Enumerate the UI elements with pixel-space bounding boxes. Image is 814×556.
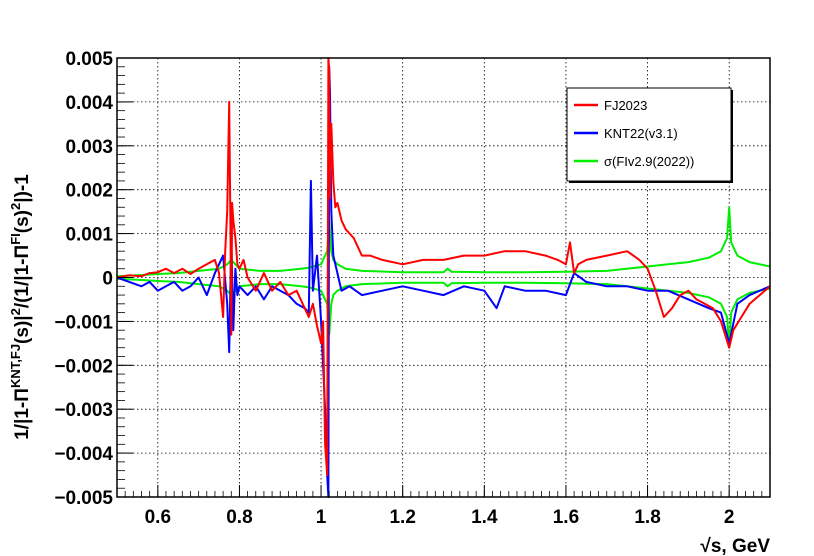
x-tick-label: 1.4 [471,507,498,528]
series-layer [116,57,771,498]
series-line-fj2023 [116,57,771,476]
y-tick-label: −0.002 [54,356,113,377]
y-tick-label: 0.005 [65,49,113,70]
x-tick-labels: 0.6 0.8 1 1.2 1.4 1.6 1.8 2 [145,507,735,528]
x-tick-label: 1.8 [634,507,660,528]
x-tick-label: 1.6 [553,507,579,528]
y-axis-title-part: /(1/|1-Π [12,245,33,308]
y-axis-title: 1/|1-ΠKNT,FJ(s)|2/(1/|1-ΠFI(s)2|)-1 [8,174,33,440]
y-tick-label: −0.001 [54,312,113,333]
y-tick-label: −0.004 [54,444,113,465]
y-tick-label: 0.004 [65,93,113,114]
series-line-knt22-v3-1 [116,65,771,498]
x-tick-label: 1.2 [389,507,415,528]
y-axis-title-part: 1/|1-Π [12,388,33,440]
legend-shadow [731,90,733,183]
y-axis-title-sup: FI [8,233,23,245]
y-tick-label: 0.003 [65,137,113,158]
y-tick-labels: −0.005 −0.004 −0.003 −0.002 −0.001 0 0.001 0.00… [54,49,113,509]
series-line-fiv2-9-2022 [116,206,771,278]
y-axis-title-sup: KNT,FJ [8,344,23,388]
y-tick-label: 0.002 [65,181,113,202]
legend-label-sigma-fi: σ(FIv2.9(2022)) [604,154,694,169]
y-axis-title-part: (s)| [12,315,33,344]
y-axis-title-part: |)-1 [12,174,33,203]
y-tick-label: −0.003 [54,400,113,421]
y-axis-title-part: (s) [12,210,33,233]
x-tick-label: 1 [316,507,327,528]
x-axis-title: √s, GeV [700,536,770,556]
legend-shadow [569,181,733,183]
y-axis-title-sup: 2 [8,203,23,210]
x-tick-label: 0.8 [226,507,252,528]
series-line-fiv2-9-2022-lower [116,277,771,349]
y-tick-label: 0 [102,269,113,290]
y-axis-title-sup: 2 [8,308,23,315]
axis-ticks [116,57,771,498]
y-tick-label: 0.001 [65,225,113,246]
x-tick-label: 2 [724,507,735,528]
x-tick-label: 0.6 [145,507,171,528]
legend-box [566,87,732,182]
y-tick-label: −0.005 [54,488,113,509]
legend-label-fj2023: FJ2023 [604,98,647,113]
legend: FJ2023 KNT22(v3.1) σ(FIv2.9(2022)) [566,87,733,183]
legend-label-knt22: KNT22(v3.1) [604,126,678,141]
